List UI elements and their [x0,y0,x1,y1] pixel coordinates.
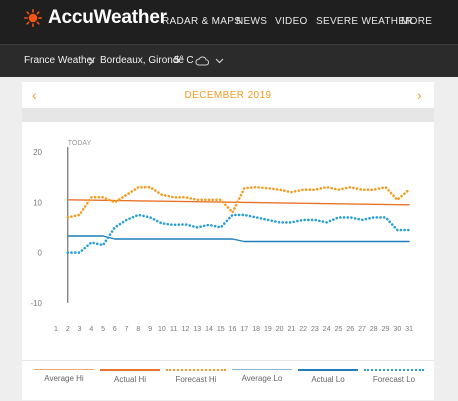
breadcrumb-city[interactable]: Bordeaux, Gironde [100,55,184,66]
x-tick-label: 23 [311,326,319,333]
x-tick-label: 18 [252,326,260,333]
x-tick-label: 20 [276,326,284,333]
y-tick-label: 20 [33,148,42,157]
series-line-forecast-hi [66,185,411,219]
x-tick-label: 7 [125,326,129,333]
today-label: TODAY [68,140,92,147]
top-nav-bar: AccuWeather RADAR & MAPS NEWS VIDEO SEVE… [0,0,458,44]
x-tick-label: 16 [229,326,237,333]
legend-average-hi: Average Hi [34,369,94,383]
cloud-icon [195,56,209,66]
x-tick-label: 30 [393,326,401,333]
chart-legend: Average Hi Actual Hi Forecast Hi Average… [22,360,434,401]
x-tick-label: 29 [382,326,390,333]
nav-severe-weather[interactable]: SEVERE WEATHER [316,16,413,27]
x-tick-label: 1 [54,326,58,333]
x-tick-label: 24 [323,326,331,333]
x-tick-label: 3 [78,326,82,333]
x-tick-label: 4 [89,326,93,333]
calendar-card: ‹ DECEMBER 2019 › 20 10 0 -10 1 2 3 4 5 6 7 8 9 10 11… [22,82,434,400]
legend-actual-hi: Actual Hi [100,369,160,384]
chevron-left-icon[interactable]: ‹ [32,87,37,103]
x-tick-label: 19 [264,326,272,333]
x-tick-label: 22 [299,326,307,333]
chevron-right-icon[interactable]: › [417,87,422,103]
brand-name: AccuWeather [48,7,167,28]
nav-video[interactable]: VIDEO [275,16,308,27]
month-label: DECEMBER 2019 [184,90,272,101]
x-tick-label: 21 [288,326,296,333]
x-tick-label: 26 [346,326,354,333]
x-tick-label: 12 [182,326,190,333]
x-tick-label: 10 [158,326,166,333]
sun-icon [24,9,42,27]
legend-forecast-lo: Forecast Lo [364,369,424,384]
x-tick-label: 2 [66,326,70,333]
x-tick-label: 25 [335,326,343,333]
series-line-actual-lo [67,235,410,243]
x-tick-label: 15 [217,326,225,333]
x-tick-label: 9 [148,326,152,333]
location-bar: France Weather Bordeaux, Gironde 5° C [0,44,458,77]
nav-more[interactable]: MORE [401,16,433,27]
breadcrumb-country[interactable]: France Weather [24,55,96,66]
chevron-right-icon [88,57,94,66]
nav-news[interactable]: NEWS [236,16,268,27]
x-tick-label: 14 [205,326,213,333]
x-tick-label: 5 [101,326,105,333]
x-tick-label: 17 [240,326,248,333]
y-tick-label: 0 [38,249,43,258]
x-tick-label: 31 [405,326,413,333]
y-tick-label: 10 [33,198,42,207]
x-tick-label: 6 [113,326,117,333]
x-tick-label: 11 [170,326,177,333]
chart-header-band [22,109,434,122]
legend-actual-lo: Actual Lo [298,369,358,384]
x-tick-label: 13 [193,326,201,333]
month-selector: ‹ DECEMBER 2019 › [22,82,434,109]
accuweather-logo[interactable]: AccuWeather [24,7,167,28]
y-tick-label: -10 [30,299,42,308]
x-tick-label: 8 [136,326,140,333]
current-temperature: 5° C [174,55,194,66]
chevron-down-icon[interactable] [215,58,224,64]
x-tick-label: 27 [358,326,366,333]
legend-average-lo: Average Lo [232,369,292,383]
series-line-forecast-lo [66,213,411,254]
x-tick-label: 28 [370,326,378,333]
legend-forecast-hi: Forecast Hi [166,369,226,384]
nav-radar-maps[interactable]: RADAR & MAPS [162,16,242,27]
